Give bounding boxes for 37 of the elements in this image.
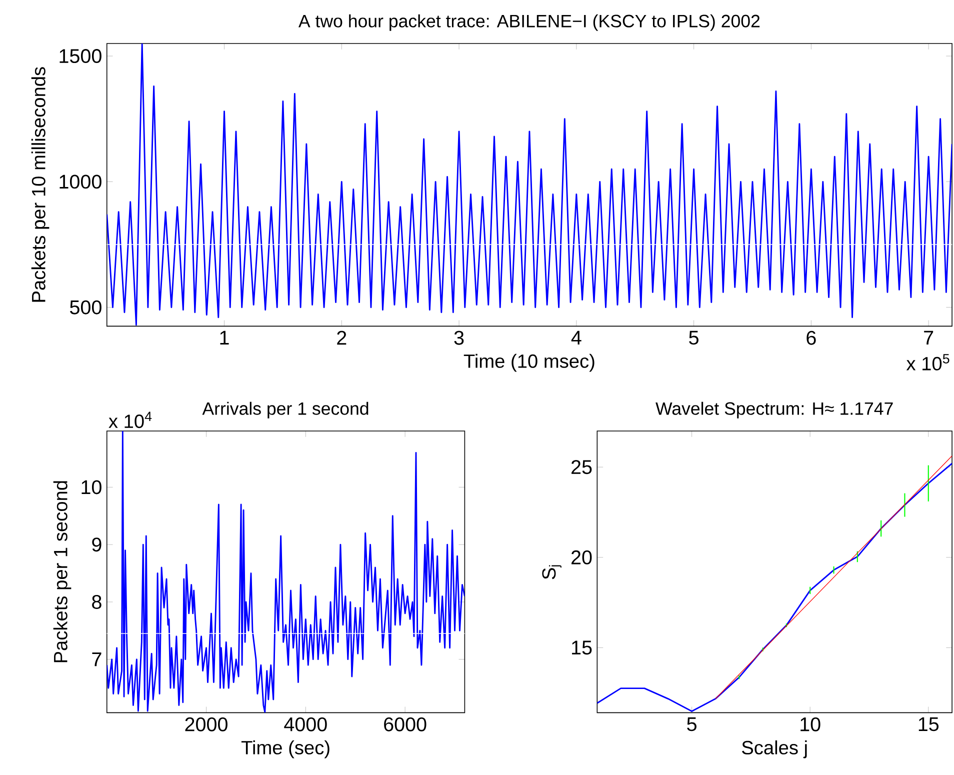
line-series [597,462,952,712]
x-tick-label: 15 [918,717,939,732]
y-tick-label: 1500 [60,49,102,64]
line-series [106,43,952,326]
y-tick-label: 15 [572,640,592,655]
text: x 10$^{5}$ [906,354,950,370]
x-tick-label: 2 [337,330,346,345]
text: x 10$^{4}$ [108,412,152,428]
x-axis-title: Time (sec) [241,740,330,758]
x-tick-label: 4 [571,330,582,344]
x-tick-label: 5 [689,330,698,345]
chart-title: A two hour packet trace: ABILENE−I (KSCY to IPLS) 2002 [298,14,760,31]
x-tick-label: 3 [454,330,464,345]
x-axis-title: Scales j [742,740,807,758]
chart-title: Wavelet Spectrum: H≈ 1.1747 [656,402,893,418]
y-tick-label: 8 [92,594,102,609]
y-axis-title: Packets per 1 second [53,481,72,662]
y-tick-label: 25 [572,460,592,474]
x-axis-title: Time (10 msec) [464,354,594,372]
x-tick-label: 5 [687,717,696,732]
y-tick-label: 20 [572,550,592,564]
x-tick-label: 6 [806,330,816,345]
y-tick-label: 1000 [60,174,102,189]
y-axis-title: S$_{j}$ [542,565,562,580]
x-tick-label: 6000 [384,717,426,732]
x-tick-label: 2000 [185,717,228,732]
x-tick-label: 10 [800,717,820,732]
chart-title: Arrivals per 1 second [202,402,368,418]
y-tick-label: 10 [82,480,102,494]
x-tick-label: 1 [220,330,229,344]
y-tick-label: 9 [92,538,102,552]
y-axis-title: Packets per 10 milliseconds [31,67,50,302]
y-tick-label: 7 [92,652,102,666]
y-tick-label: 500 [70,300,102,314]
x-tick-label: 7 [924,330,934,344]
line-series [106,430,465,713]
x-tick-label: 4000 [284,717,327,732]
